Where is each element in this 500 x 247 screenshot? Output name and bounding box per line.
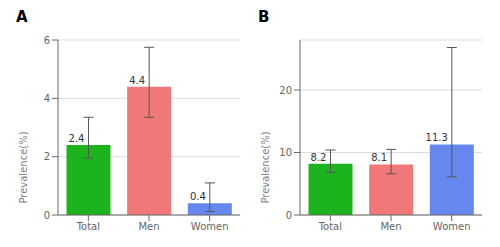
svg-text:8.1: 8.1 — [371, 152, 387, 163]
svg-text:2.4: 2.4 — [69, 133, 85, 144]
svg-text:11.3: 11.3 — [426, 132, 448, 143]
svg-text:Women: Women — [433, 221, 471, 232]
svg-text:4.4: 4.4 — [129, 75, 145, 86]
svg-text:Prevalence(%): Prevalence(%) — [18, 131, 29, 203]
svg-text:Total: Total — [76, 221, 100, 232]
svg-text:6: 6 — [44, 35, 50, 46]
html-text:B: B — [258, 8, 270, 26]
svg-text:Prevalence(%): Prevalence(%) — [260, 131, 271, 203]
svg-text:4: 4 — [44, 93, 50, 104]
html-text:A: A — [16, 8, 28, 26]
svg-text:10: 10 — [279, 147, 292, 158]
svg-text:0: 0 — [44, 210, 50, 221]
svg-text:8.2: 8.2 — [311, 152, 327, 163]
svg-text:Men: Men — [380, 221, 401, 232]
svg-text:Men: Men — [138, 221, 159, 232]
svg-text:0.4: 0.4 — [190, 191, 206, 202]
svg-text:Women: Women — [191, 221, 229, 232]
svg-text:0: 0 — [286, 210, 292, 221]
svg-text:2: 2 — [44, 151, 50, 162]
svg-text:Total: Total — [318, 221, 342, 232]
svg-text:20: 20 — [279, 85, 292, 96]
